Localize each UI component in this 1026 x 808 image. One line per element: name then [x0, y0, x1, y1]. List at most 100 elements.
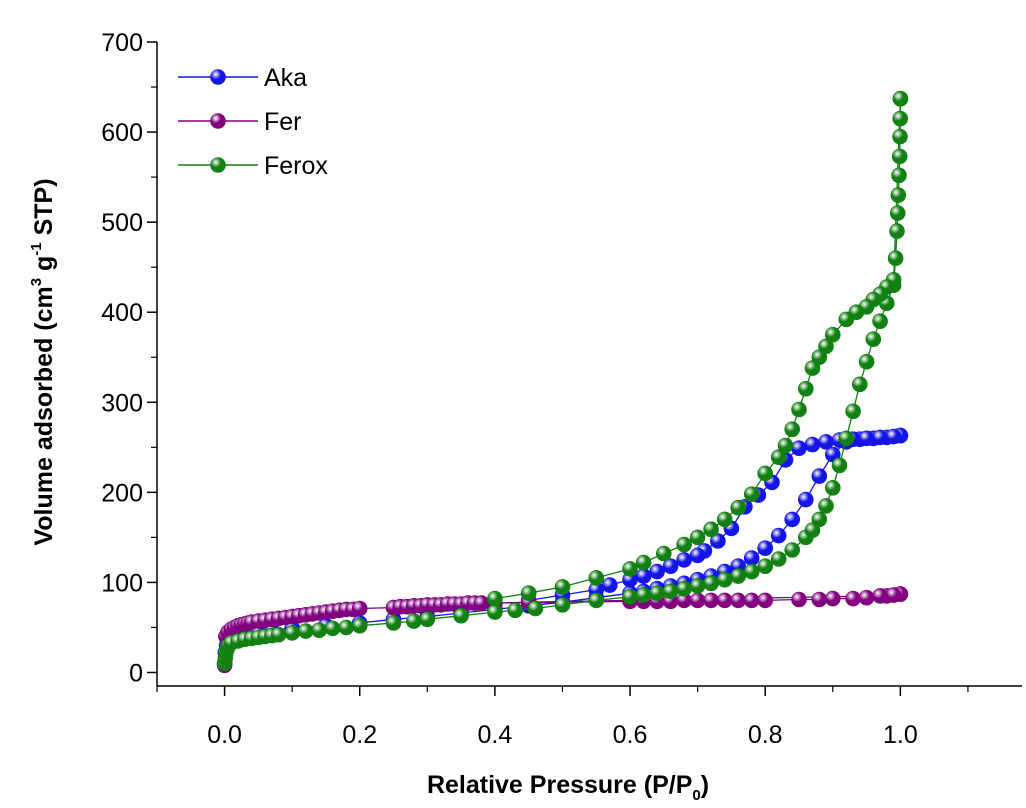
data-point [689, 578, 706, 594]
x-tick-label: 0.8 [748, 721, 783, 749]
data-point [872, 313, 888, 330]
data-point [824, 590, 841, 607]
data-point [865, 331, 882, 348]
y-tick-label: 400 [101, 299, 143, 327]
data-point [851, 376, 868, 393]
y-axis-title: Volume adsorbed (cm3 g-1 STP) [28, 178, 58, 545]
data-point [804, 360, 821, 376]
data-point [554, 579, 571, 595]
series-line-adsorption [223, 98, 902, 664]
data-point [622, 561, 638, 577]
data-point [554, 597, 571, 613]
data-point [845, 590, 861, 607]
data-point [527, 600, 544, 617]
data-point [858, 430, 875, 447]
data-point [743, 550, 760, 566]
data-point [824, 326, 841, 343]
legend-marker [210, 69, 226, 85]
data-point [270, 626, 287, 643]
data-point [730, 499, 747, 516]
x-tick-label: 0.4 [478, 721, 513, 749]
data-point [838, 430, 855, 447]
data-point [635, 587, 652, 603]
series-layer [216, 90, 909, 674]
data-point [622, 588, 638, 605]
data-point [676, 536, 692, 553]
data-point [872, 429, 888, 446]
data-point [784, 421, 801, 438]
legend-label: Aka [264, 64, 307, 92]
data-point [689, 529, 706, 546]
data-point [889, 223, 905, 239]
data-point [743, 563, 760, 580]
data-point [777, 437, 794, 454]
data-point [716, 571, 733, 588]
data-point [588, 592, 605, 609]
data-point [824, 479, 841, 496]
legend: Aka Fer Ferox [178, 64, 328, 180]
data-point [473, 595, 490, 611]
data-point [885, 587, 902, 603]
data-point [858, 589, 875, 606]
data-point [770, 551, 787, 567]
data-point [743, 592, 760, 609]
data-point [892, 90, 909, 107]
legend-marker [210, 113, 226, 129]
data-point [716, 592, 733, 609]
series-fer [216, 586, 909, 674]
y-tick-label: 0 [129, 659, 143, 687]
data-point [385, 615, 402, 631]
data-point [419, 611, 436, 628]
y-tick-label: 200 [101, 479, 143, 507]
data-point [838, 311, 855, 328]
data-point [689, 547, 706, 564]
data-point [351, 600, 368, 617]
data-point [662, 583, 679, 600]
data-point [791, 591, 807, 608]
data-point [520, 585, 537, 602]
data-point [804, 436, 821, 453]
data-point [887, 250, 904, 267]
data-point [507, 602, 524, 619]
data-point [845, 403, 861, 420]
data-point [831, 457, 848, 474]
data-point [891, 148, 908, 165]
y-tick-label: 700 [101, 29, 143, 57]
data-point [892, 128, 908, 145]
data-point [757, 558, 774, 575]
x-tick-label: 0.6 [613, 721, 648, 749]
data-point [797, 491, 814, 508]
data-point [297, 623, 314, 639]
data-point [655, 545, 672, 562]
data-point [635, 568, 652, 584]
data-point [351, 617, 368, 634]
series-line-desorption [494, 98, 902, 600]
data-point [730, 568, 747, 584]
data-point [889, 205, 906, 221]
data-point [311, 622, 328, 639]
x-tick-label: 0.0 [207, 721, 242, 749]
data-point [588, 570, 605, 586]
data-point [710, 533, 726, 549]
data-point [324, 620, 341, 637]
data-point [338, 619, 355, 636]
y-tick-label: 100 [101, 569, 143, 597]
data-point [635, 554, 652, 571]
data-point [676, 552, 692, 568]
y-tick-label: 500 [101, 209, 143, 237]
data-point [662, 558, 679, 575]
data-point [818, 434, 834, 450]
legend-label: Fer [264, 108, 302, 136]
data-point [791, 440, 807, 457]
y-tick-label: 300 [101, 389, 143, 417]
data-point [601, 577, 618, 593]
data-point [487, 604, 503, 620]
data-point [890, 187, 907, 203]
data-point [703, 592, 719, 609]
data-point [716, 511, 733, 528]
data-point [757, 465, 774, 482]
data-point [811, 468, 828, 484]
data-point [770, 449, 787, 466]
data-point [797, 380, 814, 397]
data-point [730, 592, 747, 609]
